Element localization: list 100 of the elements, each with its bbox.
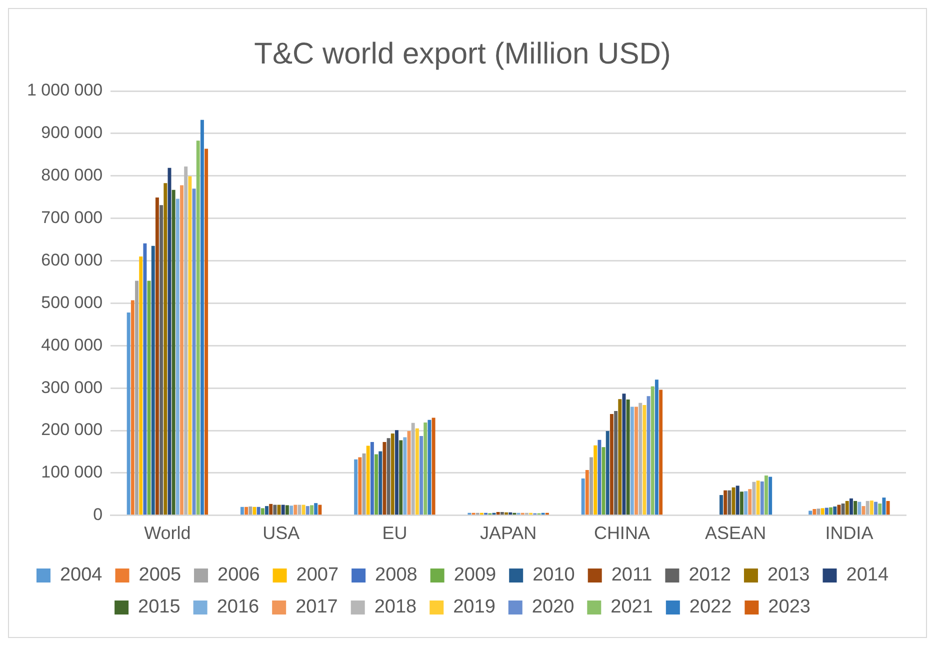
legend-label: 2010	[532, 564, 575, 586]
bar	[428, 420, 432, 515]
bar	[354, 459, 358, 515]
bar	[841, 504, 845, 515]
bar	[638, 402, 642, 515]
y-tick-label: 0	[93, 505, 103, 524]
bar	[147, 280, 151, 515]
bar	[732, 487, 736, 515]
legend-label: 2023	[768, 596, 810, 618]
legend-label: 2016	[216, 596, 260, 618]
legend-label: 2005	[138, 564, 182, 586]
bar	[496, 512, 500, 515]
bar	[866, 500, 870, 515]
bar	[200, 120, 204, 515]
x-tick-label: ASEAN	[705, 523, 766, 544]
bar	[318, 504, 322, 515]
bar	[878, 504, 882, 515]
bar	[176, 198, 180, 515]
bar	[854, 500, 858, 515]
bar	[298, 504, 302, 515]
bar	[760, 481, 764, 515]
bar	[399, 440, 403, 515]
bar	[634, 406, 638, 515]
bar	[370, 442, 374, 515]
bar	[265, 506, 268, 515]
legend-label: 2009	[454, 564, 496, 586]
bar	[606, 430, 610, 515]
bar	[659, 390, 663, 515]
bar	[256, 506, 260, 515]
legend-label: 2008	[375, 564, 418, 586]
y-tick-label: 300 000	[41, 378, 103, 397]
bar	[382, 442, 386, 515]
legend-label: 2015	[138, 596, 180, 618]
bar	[244, 506, 248, 515]
bar	[374, 454, 378, 515]
bar	[740, 492, 744, 515]
legend-label: 2018	[374, 596, 417, 618]
bar	[756, 480, 760, 515]
bar	[845, 500, 849, 515]
bar	[386, 438, 390, 515]
bar	[581, 478, 585, 515]
bar	[204, 148, 208, 515]
bar	[504, 512, 508, 515]
legend-label: 2007	[296, 564, 339, 586]
bar	[585, 470, 589, 515]
bar	[820, 508, 824, 515]
bar	[196, 140, 200, 515]
bar	[290, 506, 294, 515]
y-tick-label: 400 000	[41, 335, 103, 354]
bar	[314, 503, 318, 515]
legend-label: 2017	[296, 596, 338, 618]
bar	[188, 176, 192, 515]
bar	[294, 504, 298, 515]
bar	[168, 168, 172, 515]
bar	[752, 482, 756, 515]
bar	[143, 243, 147, 515]
bar	[139, 256, 143, 515]
x-tick-label: INDIA	[825, 523, 874, 544]
bar	[302, 504, 306, 515]
bar	[626, 400, 630, 515]
y-tick-label: 500 000	[41, 292, 103, 312]
x-tick-label: EU	[382, 523, 408, 544]
bar	[310, 505, 314, 515]
bar	[390, 433, 394, 515]
bar	[252, 506, 256, 515]
bar	[281, 504, 285, 515]
legend-label: 2022	[689, 596, 732, 618]
bar	[736, 486, 740, 515]
legend-label: 2011	[611, 564, 652, 586]
legend-label: 2019	[453, 596, 496, 618]
legend-label: 2013	[767, 564, 810, 586]
bar	[184, 166, 188, 515]
bar	[824, 508, 828, 515]
legend-label: 2020	[532, 596, 574, 618]
bar	[622, 394, 626, 515]
bar	[130, 300, 134, 515]
bar	[403, 437, 407, 515]
bar	[849, 498, 853, 515]
bar	[155, 198, 159, 515]
bar	[837, 504, 841, 515]
bar	[508, 512, 512, 515]
y-tick-label: 800 000	[41, 166, 103, 185]
legend-label: 2012	[688, 564, 731, 586]
y-tick-label: 900 000	[41, 123, 103, 142]
legend-label: 2004	[60, 564, 103, 586]
bar	[870, 500, 874, 515]
bar	[277, 504, 281, 515]
bar	[420, 436, 424, 515]
y-tick-label: 700 000	[41, 208, 103, 228]
bar	[432, 418, 436, 515]
bar	[642, 405, 646, 515]
y-tick-label: 200 000	[41, 420, 103, 440]
bar	[192, 188, 196, 515]
bar	[248, 506, 252, 515]
bar	[135, 280, 138, 515]
bar	[172, 190, 176, 515]
legend-label: 2021	[610, 596, 653, 618]
bar	[808, 510, 812, 515]
bar	[306, 506, 310, 515]
bar	[728, 490, 732, 515]
